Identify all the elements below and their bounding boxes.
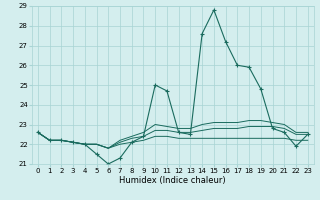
X-axis label: Humidex (Indice chaleur): Humidex (Indice chaleur) — [119, 176, 226, 185]
